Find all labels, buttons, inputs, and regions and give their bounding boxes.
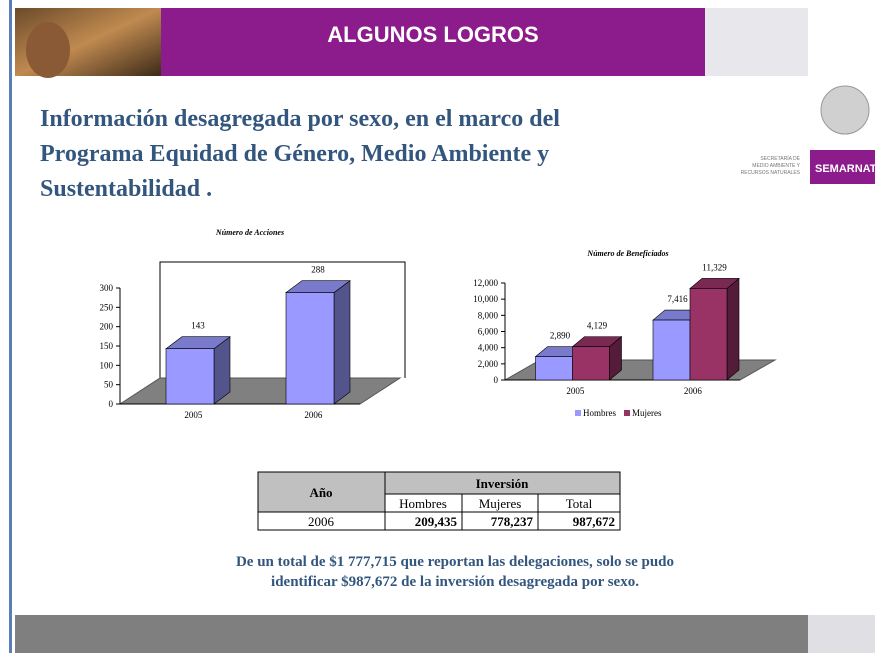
note-line: identificar $987,672 de la inversión des… xyxy=(271,574,639,590)
title-line: Programa Equidad de Género, Medio Ambien… xyxy=(40,141,549,167)
bar xyxy=(573,337,622,380)
footer-bar xyxy=(15,615,808,653)
y-tick-label: 4,000 xyxy=(478,343,499,353)
y-tick-label: 6,000 xyxy=(478,327,499,337)
header-title: ALGUNOS LOGROS xyxy=(327,22,538,47)
x-tick-label: 2005 xyxy=(184,410,203,420)
y-tick-label: 0 xyxy=(109,399,114,409)
logo-name: SEMARNAT xyxy=(815,163,875,175)
legend-swatch xyxy=(624,410,630,416)
chart-title: Número de Acciones xyxy=(215,228,284,237)
legend-label: Hombres xyxy=(583,408,616,418)
y-tick-label: 200 xyxy=(100,322,114,332)
note-line: De un total de $1 777,715 que reportan l… xyxy=(236,554,674,570)
y-tick-label: 50 xyxy=(104,380,114,390)
x-tick-label: 2006 xyxy=(304,410,323,420)
y-tick-label: 0 xyxy=(494,375,499,385)
logo-text: RECURSOS NATURALES xyxy=(741,170,801,176)
left-rule xyxy=(9,0,12,653)
bar-front xyxy=(573,347,610,380)
title-line: Sustentabilidad . xyxy=(40,176,212,202)
table-subheader: Mujeres xyxy=(479,496,522,511)
bar-front xyxy=(690,288,727,380)
value-label: 11,329 xyxy=(702,262,727,272)
photo-face xyxy=(26,22,70,78)
slide: ALGUNOS LOGROS SECRETARÍA DE MEDIO AMBIE… xyxy=(0,0,875,653)
legend-label: Mujeres xyxy=(632,408,662,418)
bar-front xyxy=(536,357,573,380)
bar-side xyxy=(334,281,350,404)
bar-front xyxy=(166,349,214,404)
table-cell-text: 209,435 xyxy=(415,514,458,529)
chart-title: Número de Beneficiados xyxy=(586,249,668,258)
y-tick-label: 8,000 xyxy=(478,310,499,320)
table-subheader: Total xyxy=(566,496,593,511)
floor xyxy=(120,378,400,404)
title-line: Información desagregada por sexo, en el … xyxy=(40,106,560,132)
value-label: 288 xyxy=(311,265,325,275)
header-side xyxy=(705,8,808,76)
logo-text: SECRETARÍA DE xyxy=(760,155,800,162)
bar xyxy=(690,278,739,380)
x-tick-label: 2006 xyxy=(684,386,703,396)
value-label: 143 xyxy=(191,321,205,331)
y-tick-label: 2,000 xyxy=(478,359,499,369)
table-subheader: Hombres xyxy=(399,496,447,511)
legend-swatch xyxy=(575,410,581,416)
table-header: Inversión xyxy=(476,476,530,491)
table: Año Inversión Hombres Mujeres Total 2006… xyxy=(258,472,620,530)
logo-text: MEDIO AMBIENTE Y xyxy=(752,163,800,169)
value-label: 4,129 xyxy=(587,321,608,331)
table-cell-text: 987,672 xyxy=(573,514,615,529)
value-label: 2,890 xyxy=(550,331,571,341)
bar xyxy=(286,281,350,404)
x-tick-label: 2005 xyxy=(566,386,585,396)
value-label: 7,416 xyxy=(667,294,688,304)
bar-front xyxy=(653,320,690,380)
footer-side xyxy=(808,615,875,653)
y-tick-label: 250 xyxy=(100,302,114,312)
bar-side xyxy=(727,278,739,380)
table-header: Año xyxy=(309,485,332,500)
y-tick-label: 12,000 xyxy=(473,278,498,288)
y-tick-label: 10,000 xyxy=(473,294,498,304)
y-tick-label: 150 xyxy=(100,341,114,351)
table-cell-text: 2006 xyxy=(308,514,335,529)
y-tick-label: 300 xyxy=(100,283,114,293)
bar xyxy=(166,337,230,404)
table-cell-text: 778,237 xyxy=(491,514,534,529)
bar-front xyxy=(286,293,334,404)
logo-seal xyxy=(821,86,869,134)
y-tick-label: 100 xyxy=(100,360,114,370)
